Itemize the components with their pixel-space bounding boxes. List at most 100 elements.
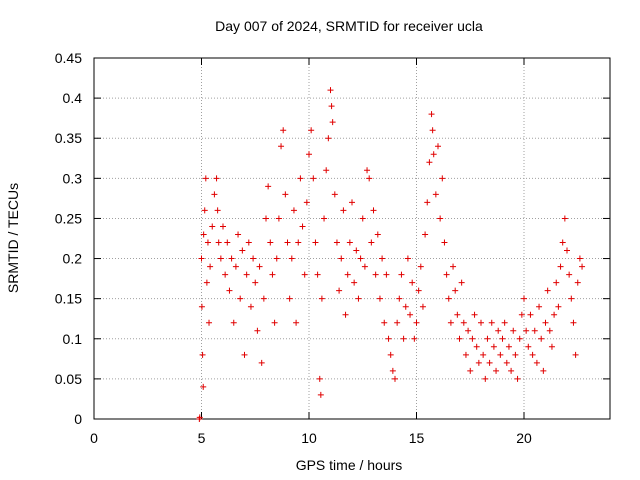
data-point <box>293 319 300 326</box>
data-point <box>353 247 360 254</box>
data-point <box>482 375 489 382</box>
data-point <box>478 319 484 326</box>
data-point <box>551 311 558 318</box>
data-point <box>282 191 289 198</box>
data-point <box>349 199 355 206</box>
data-point <box>411 335 418 342</box>
data-point <box>226 287 233 294</box>
data-point <box>435 143 441 150</box>
data-point <box>400 335 407 342</box>
data-point <box>561 215 568 222</box>
data-point <box>462 351 469 358</box>
data-point <box>265 183 272 190</box>
data-point <box>488 319 495 326</box>
data-point <box>288 255 295 262</box>
data-point <box>370 207 377 214</box>
data-point <box>327 87 334 94</box>
data-point <box>222 271 229 278</box>
data-point <box>555 303 562 310</box>
data-point <box>232 263 239 270</box>
data-point <box>299 223 306 230</box>
data-point <box>437 215 444 222</box>
data-point <box>316 375 323 382</box>
data-point <box>533 359 540 366</box>
data-point <box>484 335 491 342</box>
data-point <box>196 414 203 421</box>
data-point <box>250 255 257 262</box>
data-point <box>202 175 209 182</box>
data-point <box>467 367 474 374</box>
x-tick-label: 0 <box>90 430 98 446</box>
y-tick-label: 0.15 <box>55 291 82 307</box>
data-point <box>415 287 422 294</box>
data-point <box>351 279 358 286</box>
y-tick-label: 0.35 <box>55 130 82 146</box>
data-point <box>568 295 575 302</box>
data-point <box>407 311 414 318</box>
x-tick-label: 10 <box>301 430 317 446</box>
data-point <box>252 279 259 286</box>
y-tick-label: 0.3 <box>63 170 83 186</box>
data-point <box>301 271 308 278</box>
data-point <box>207 263 214 270</box>
data-point <box>247 303 254 310</box>
data-point <box>493 367 500 374</box>
data-point <box>505 343 512 350</box>
data-point <box>361 263 368 270</box>
data-point <box>308 127 315 134</box>
data-point <box>422 231 429 238</box>
data-point <box>514 375 521 382</box>
data-point <box>198 255 205 262</box>
chart-title: Day 007 of 2024, SRMTID for receiver ucl… <box>215 18 483 34</box>
plot-frame <box>93 57 611 420</box>
data-point <box>396 295 403 302</box>
data-point <box>419 303 426 310</box>
data-point <box>256 263 263 270</box>
data-point <box>516 335 523 342</box>
data-point <box>392 375 398 382</box>
data-point <box>536 303 543 310</box>
data-point <box>381 319 388 326</box>
data-point <box>318 295 325 302</box>
data-point <box>540 367 547 374</box>
x-tick-label: 5 <box>198 430 206 446</box>
data-point <box>518 311 525 318</box>
data-point <box>344 271 351 278</box>
data-point <box>200 383 207 390</box>
data-point <box>379 255 386 262</box>
data-point <box>490 343 497 350</box>
data-point <box>503 359 510 366</box>
data-point <box>486 359 493 366</box>
data-point <box>336 287 343 294</box>
data-point <box>312 239 319 246</box>
data-point <box>570 319 577 326</box>
data-point <box>456 335 463 342</box>
data-point <box>428 111 435 118</box>
y-tick-label: 0.05 <box>55 371 82 387</box>
data-point <box>317 391 324 398</box>
data-point <box>269 271 276 278</box>
data-point <box>366 175 373 182</box>
data-point <box>314 271 321 278</box>
data-point <box>508 367 515 374</box>
data-point <box>209 223 216 230</box>
data-point <box>220 223 226 230</box>
y-tick-label: 0.4 <box>63 90 83 106</box>
data-point <box>387 351 394 358</box>
data-point <box>376 295 383 302</box>
data-point <box>385 335 392 342</box>
data-point <box>359 215 366 222</box>
data-point <box>215 239 222 246</box>
data-point <box>374 231 381 238</box>
data-point <box>512 351 519 358</box>
data-point <box>521 295 527 302</box>
data-point <box>544 287 551 294</box>
data-point <box>413 319 420 326</box>
data-point <box>542 319 549 326</box>
data-point <box>559 239 566 246</box>
data-point <box>310 175 317 182</box>
data-point <box>465 327 472 334</box>
data-point <box>297 175 304 182</box>
x-tick-label: 15 <box>409 430 425 446</box>
